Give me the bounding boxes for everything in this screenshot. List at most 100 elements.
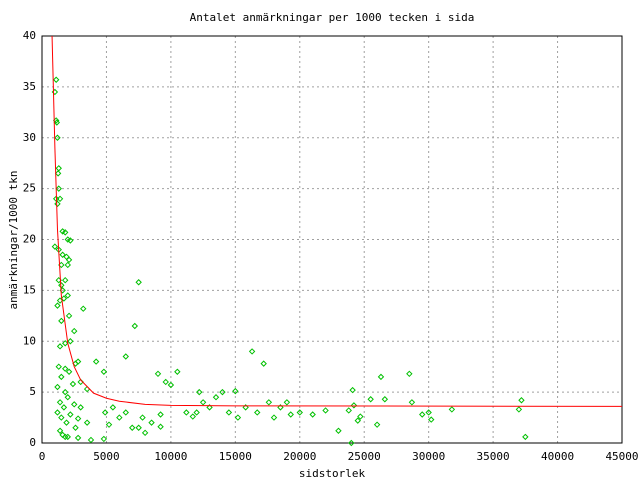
y-axis-label: anmärkningar/1000 tkn: [7, 170, 20, 309]
data-point: [139, 414, 146, 421]
data-point: [60, 404, 68, 411]
data-point: [61, 388, 69, 396]
chart-title: Antalet anmärkningar per 1000 tecken i s…: [190, 11, 475, 24]
data-point: [92, 358, 100, 365]
data-point: [61, 433, 69, 441]
data-point: [357, 413, 364, 420]
x-tick-label: 0: [39, 450, 46, 463]
data-point: [373, 421, 381, 428]
data-point: [64, 292, 71, 299]
y-tick-label: 40: [23, 29, 36, 42]
data-point: [54, 383, 61, 391]
data-point: [109, 404, 117, 411]
x-tick-label: 20000: [283, 450, 316, 463]
data-point: [67, 338, 74, 345]
data-point: [59, 251, 66, 258]
data-point: [348, 439, 355, 447]
data-point: [354, 417, 361, 424]
y-tick-label: 0: [29, 436, 36, 449]
data-point: [322, 407, 329, 414]
data-point: [65, 256, 73, 264]
data-point: [283, 399, 291, 406]
data-point: [345, 407, 352, 414]
data-point: [64, 394, 71, 401]
data-point: [225, 409, 233, 416]
data-point: [518, 397, 525, 404]
data-point: [448, 406, 456, 413]
plot-frame: [41, 35, 623, 444]
data-point: [116, 414, 123, 421]
data-point: [87, 436, 95, 444]
data-point: [64, 433, 71, 441]
x-tick-label: 45000: [605, 450, 638, 463]
data-point: [64, 261, 71, 269]
data-point: [55, 185, 62, 192]
data-point: [206, 404, 213, 411]
data-point: [296, 409, 303, 416]
data-point: [199, 399, 207, 406]
data-point: [55, 363, 62, 370]
data-point: [260, 360, 267, 367]
data-point: [157, 411, 164, 418]
data-point: [377, 373, 385, 381]
x-tick-label: 35000: [477, 450, 510, 463]
y-tick-label: 25: [23, 182, 36, 195]
data-point: [74, 415, 82, 422]
data-point: [162, 378, 169, 386]
data-point: [335, 427, 342, 434]
data-point: [69, 380, 77, 388]
x-tick-label: 15000: [219, 450, 252, 463]
data-point: [270, 414, 278, 421]
data-point: [83, 419, 91, 426]
data-point: [242, 404, 249, 411]
data-point: [154, 370, 162, 378]
data-point: [309, 411, 316, 418]
y-tick-label: 30: [23, 131, 36, 144]
data-point: [248, 348, 256, 355]
data-point: [56, 195, 64, 203]
data-point: [52, 76, 60, 83]
data-point: [63, 419, 70, 426]
data-point: [141, 429, 149, 437]
data-point: [212, 394, 220, 401]
data-point: [58, 414, 65, 421]
y-tick-label: 35: [23, 80, 36, 93]
x-tick-label: 40000: [541, 450, 574, 463]
data-point: [219, 388, 226, 396]
data-point: [55, 165, 62, 172]
x-axis-label: sidstorlek: [299, 467, 366, 480]
data-point: [277, 404, 284, 411]
y-tick-label: 5: [29, 385, 36, 398]
data-point: [174, 368, 181, 375]
y-tick-label: 15: [23, 283, 36, 296]
data-point: [122, 409, 129, 416]
data-point: [54, 200, 61, 208]
data-point: [54, 302, 61, 309]
data-point: [61, 276, 69, 284]
data-point: [196, 388, 203, 396]
data-point: [67, 237, 74, 244]
data-point: [54, 170, 62, 177]
data-point: [129, 424, 136, 431]
data-point: [425, 409, 432, 416]
data-point: [54, 409, 61, 416]
y-tick-label: 10: [23, 334, 36, 347]
data-point: [381, 396, 389, 403]
data-point: [105, 421, 113, 428]
fit-line: [51, 35, 623, 407]
x-tick-label: 10000: [154, 450, 187, 463]
data-point: [254, 409, 261, 416]
data-point: [56, 399, 64, 406]
data-point: [167, 381, 175, 389]
data-point: [232, 387, 239, 395]
data-point: [122, 353, 129, 360]
data-point: [56, 343, 64, 350]
data-point: [56, 427, 64, 434]
x-tick-label: 5000: [93, 450, 120, 463]
data-point: [71, 401, 78, 408]
data-point: [58, 317, 65, 325]
data-point: [515, 406, 523, 413]
data-point: [135, 279, 142, 286]
data-point: [193, 409, 200, 416]
